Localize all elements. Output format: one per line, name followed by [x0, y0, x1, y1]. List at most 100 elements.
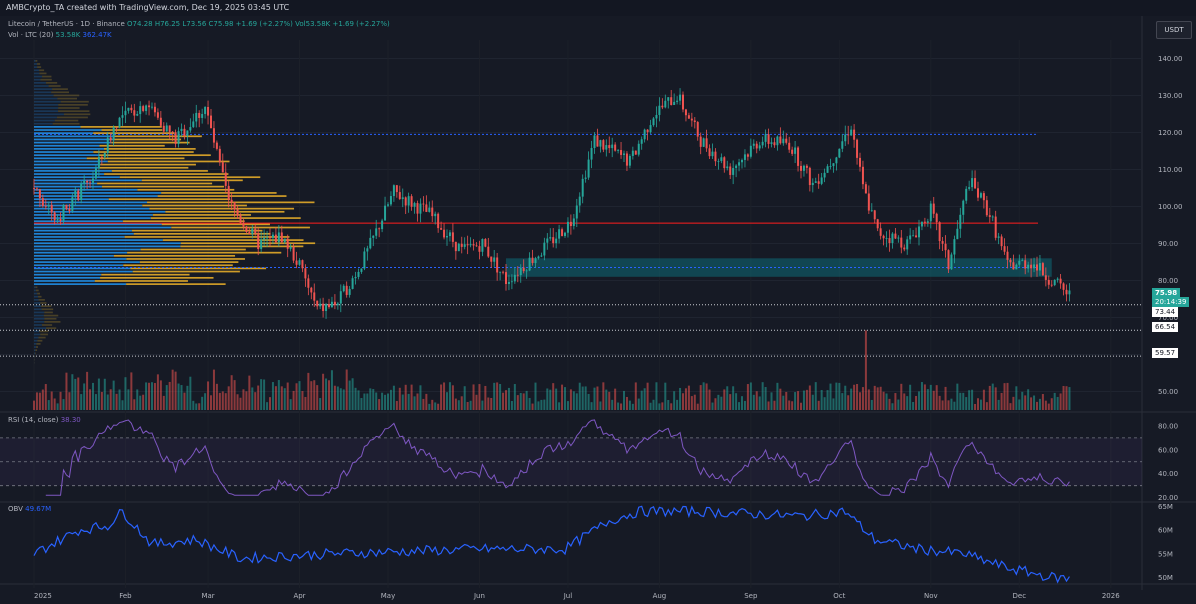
volume-bar	[864, 330, 867, 410]
candle-body	[519, 267, 522, 276]
profile-bar-low	[34, 119, 55, 122]
candle-body	[543, 242, 546, 256]
time-tick-label: Feb	[119, 592, 132, 600]
candle-body	[484, 239, 487, 247]
volume-label: Vol · LTC (20)	[8, 31, 54, 39]
candle-body	[1047, 279, 1050, 285]
volume-bar	[879, 386, 882, 410]
rsi-tick-label: 40.00	[1158, 470, 1178, 478]
candle-body	[856, 139, 859, 158]
candle-body	[587, 159, 590, 178]
volume-bar	[490, 397, 493, 410]
profile-bar-low	[34, 286, 36, 289]
candle-body	[221, 162, 224, 173]
volume-bar	[1053, 392, 1056, 410]
candle-body	[572, 218, 575, 227]
candle-body	[997, 236, 1000, 238]
profile-bar-low	[34, 207, 150, 210]
profile-bar-high	[161, 192, 277, 194]
candle-body	[298, 260, 301, 265]
price-tick-label: 80.00	[1158, 277, 1178, 285]
volume-bar	[623, 390, 625, 410]
candle-body	[841, 141, 844, 149]
volume-bar	[859, 392, 861, 410]
candle-body	[516, 274, 519, 276]
candle-body	[1018, 260, 1021, 265]
candle-body	[171, 131, 174, 133]
profile-bar-low	[34, 166, 100, 169]
volume-bar	[732, 386, 735, 410]
candle-body	[732, 168, 735, 175]
candle-body	[183, 128, 186, 136]
volume-bar	[1021, 391, 1024, 410]
volume-bar	[151, 382, 153, 410]
candle-body	[876, 219, 879, 229]
profile-bar-high	[150, 217, 301, 219]
volume-bar	[537, 401, 540, 410]
volume-bar	[891, 403, 894, 410]
profile-bar-high	[41, 308, 54, 311]
profile-bar-high	[93, 151, 194, 153]
candle-body	[156, 112, 159, 118]
volume-bar	[617, 402, 620, 410]
candle-body	[882, 235, 885, 239]
currency-button[interactable]: USDT	[1156, 21, 1192, 39]
candle-body	[864, 184, 867, 194]
volume-bar	[534, 382, 537, 410]
volume-bar	[295, 383, 298, 410]
candle-body	[608, 145, 611, 149]
volume-bar	[310, 381, 313, 410]
volume-bar	[522, 393, 525, 410]
volume-legend: Vol · LTC (20) 53.58K 362.47K	[8, 31, 112, 39]
profile-bar-high	[165, 210, 285, 213]
candle-body	[788, 142, 791, 150]
volume-bar	[711, 402, 714, 410]
candle-body	[640, 139, 643, 144]
profile-bar-high	[52, 122, 80, 125]
level-badge-3: 59.57	[1152, 348, 1179, 358]
volume-bar	[979, 399, 982, 410]
profile-bar-low	[34, 132, 94, 135]
candle-body	[392, 185, 395, 197]
candle-body	[811, 182, 814, 186]
volume-bar	[192, 400, 195, 410]
profile-bar-low	[34, 126, 81, 128]
candle-body	[100, 156, 103, 158]
candle-body	[499, 271, 502, 273]
profile-bar-high	[124, 236, 290, 238]
volume-bar	[944, 386, 947, 410]
candle-body	[381, 220, 384, 230]
candle-body	[210, 115, 212, 129]
candle-body	[207, 106, 210, 116]
volume-bar	[853, 384, 856, 410]
candle-body	[808, 167, 811, 186]
volume-bar	[307, 372, 310, 410]
profile-bar-low	[34, 135, 115, 138]
profile-bar-low	[34, 321, 45, 323]
volume-bar	[71, 374, 74, 410]
candle-body	[336, 303, 339, 306]
volume-bar	[289, 399, 292, 410]
volume-bar	[682, 393, 684, 410]
obv-tick-label: 55M	[1158, 550, 1173, 558]
candle-body	[584, 177, 587, 179]
profile-bar-high	[40, 333, 48, 336]
volume-bar	[814, 382, 817, 410]
volume-bar	[835, 382, 838, 410]
profile-bar-low	[34, 116, 57, 119]
candle-body	[968, 187, 971, 189]
volume-bar	[77, 377, 80, 410]
rsi-legend: RSI (14, close) 38.30	[8, 416, 81, 424]
profile-bar-low	[34, 97, 58, 100]
candle-body	[696, 122, 699, 137]
volume-bar	[649, 402, 652, 410]
profile-bar-high	[37, 292, 40, 295]
candle-body	[965, 188, 968, 201]
profile-bar-low	[34, 324, 42, 326]
volume-bar	[83, 383, 86, 410]
volume-bar	[929, 384, 932, 410]
candle-body	[652, 118, 655, 126]
candle-body	[1038, 263, 1041, 271]
rsi-tick-label: 80.00	[1158, 422, 1178, 430]
candle-body	[814, 181, 817, 183]
